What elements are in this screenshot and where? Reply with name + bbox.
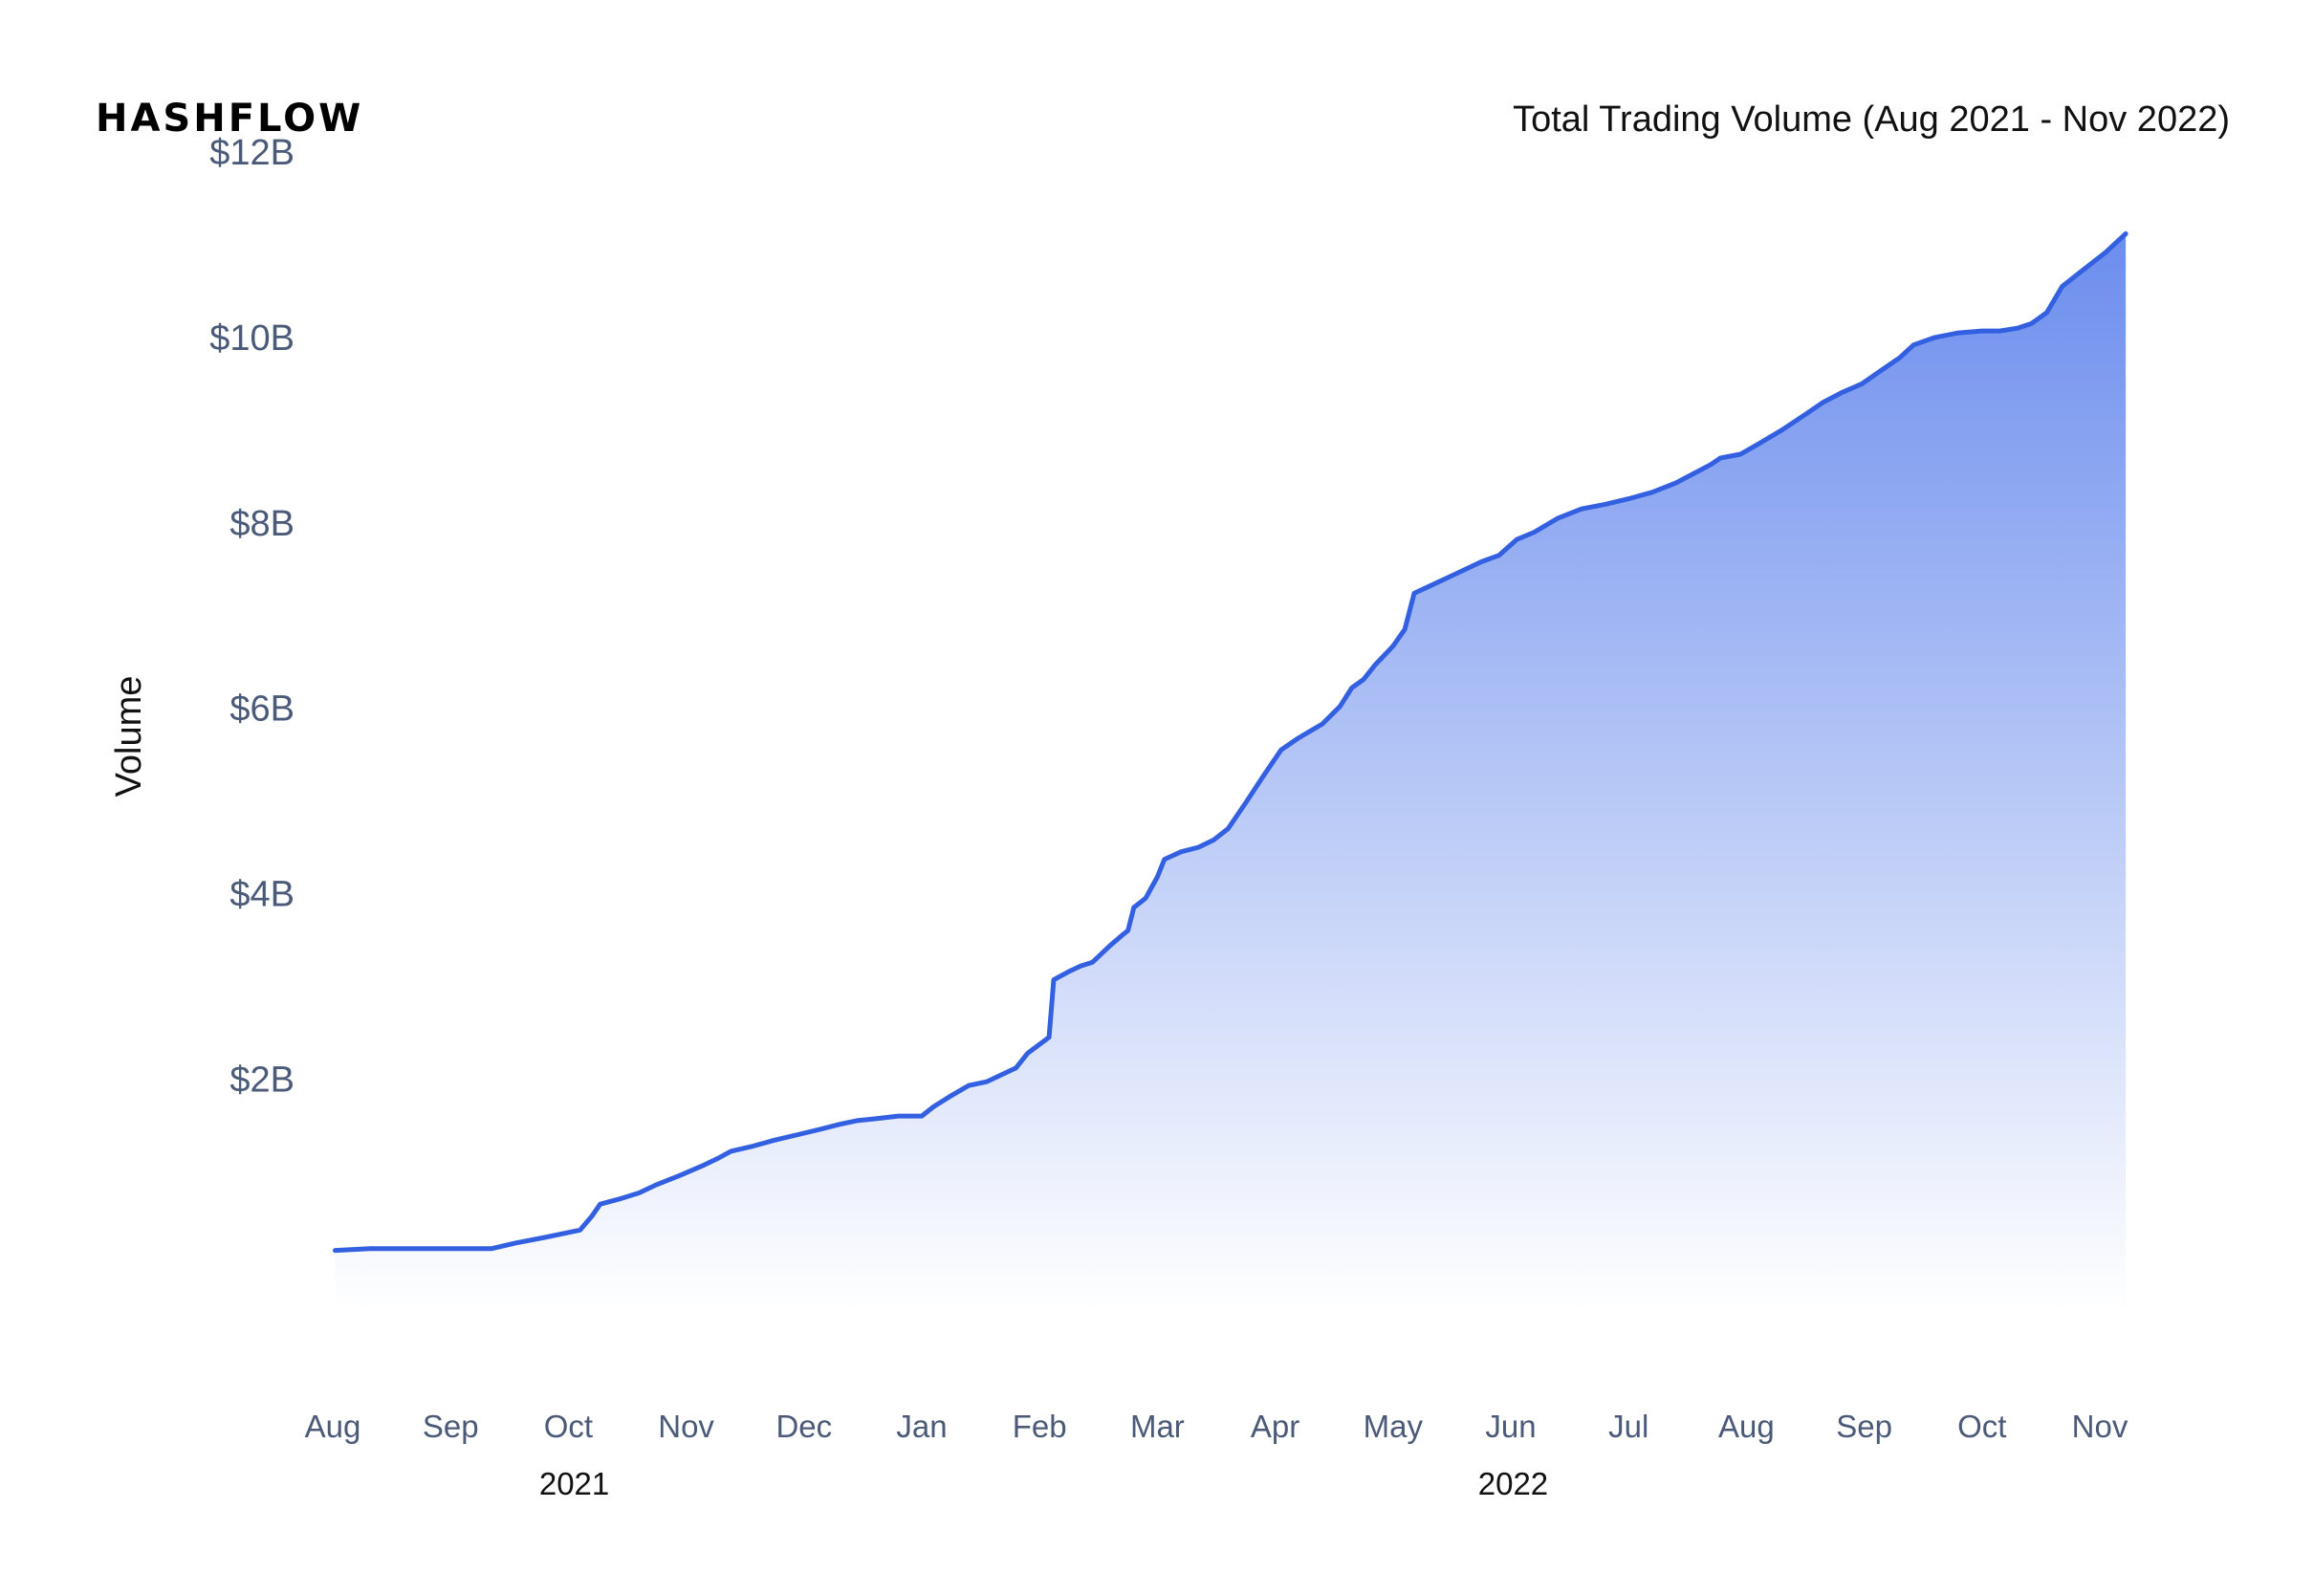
- x-tick-label: Feb: [1013, 1409, 1067, 1444]
- x-tick-label: Jul: [1608, 1409, 1648, 1444]
- x-axis-ticks: Aug Sep Oct Nov Dec Jan Feb Mar Apr May Jun Jul Aug S…: [305, 1409, 2128, 1444]
- x-tick-label: Sep: [423, 1409, 479, 1444]
- volume-series-line: [333, 230, 2128, 1254]
- x-tick-label: Nov: [658, 1409, 714, 1444]
- y-tick-label: $12B: [209, 133, 295, 173]
- x-tick-label: Nov: [2072, 1409, 2128, 1444]
- x-axis-year-labels: 2021 2022: [539, 1466, 1548, 1501]
- x-tick-label: Mar: [1130, 1409, 1185, 1444]
- x-year-label: 2022: [1478, 1466, 1548, 1501]
- y-tick-label: $8B: [229, 504, 295, 544]
- x-tick-label: Aug: [305, 1409, 361, 1444]
- x-tick-label: Aug: [1718, 1409, 1775, 1444]
- x-tick-label: Apr: [1251, 1409, 1299, 1444]
- y-axis-ticks: $2B $4B $6B $8B $10B $12B: [209, 133, 295, 1100]
- chart-title: Total Trading Volume (Aug 2021 - Nov 202…: [1513, 99, 2230, 140]
- x-tick-label: Sep: [1836, 1409, 1892, 1444]
- x-year-label: 2021: [539, 1466, 609, 1501]
- x-tick-label: Oct: [1957, 1409, 2006, 1444]
- x-tick-label: Jun: [1485, 1409, 1536, 1444]
- x-tick-label: Oct: [544, 1409, 593, 1444]
- x-tick-label: May: [1364, 1409, 1424, 1444]
- y-tick-label: $6B: [229, 689, 295, 730]
- y-axis-label: Volume: [109, 676, 149, 798]
- x-tick-label: Dec: [775, 1409, 832, 1444]
- x-tick-label: Jan: [896, 1409, 947, 1444]
- hashflow-logo: HASHFLOW: [96, 97, 364, 141]
- y-tick-label: $2B: [229, 1060, 295, 1100]
- y-tick-label: $10B: [209, 318, 295, 359]
- y-tick-label: $4B: [229, 874, 295, 914]
- volume-area-fill: [335, 233, 2127, 1310]
